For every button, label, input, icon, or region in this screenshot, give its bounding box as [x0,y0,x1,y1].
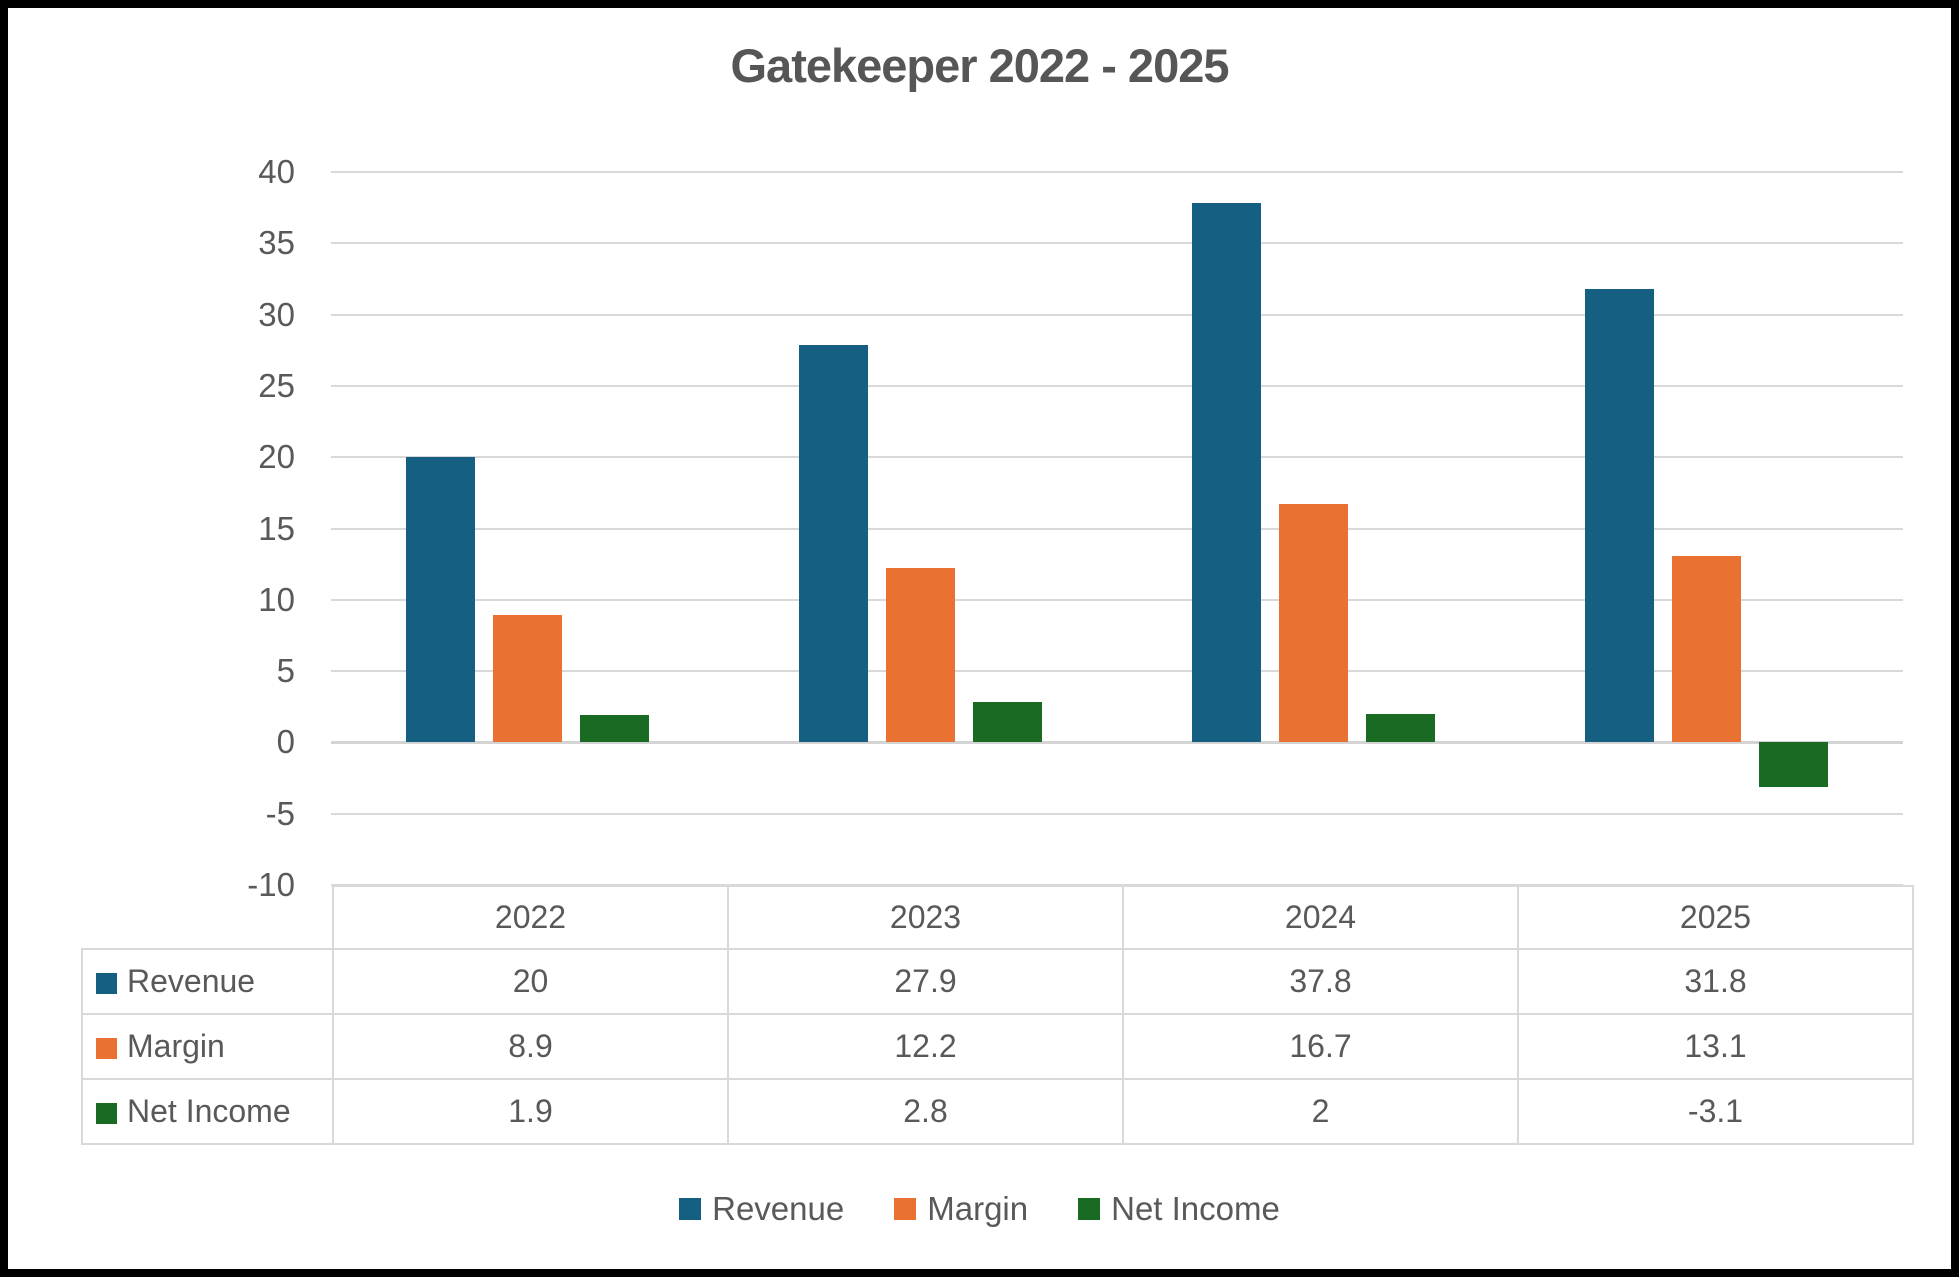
legend-label: Revenue [712,1190,845,1227]
table-header-year: 2022 [332,885,729,950]
y-tick-label: 30 [258,295,295,333]
series-color-chip [96,973,117,994]
gridline [331,456,1903,459]
y-tick-label: 0 [276,723,295,761]
table-value-cell: 37.8 [1122,948,1519,1015]
table-value-cell: 27.9 [727,948,1124,1015]
legend-label: Margin [927,1190,1029,1227]
table-value-cell: 13.1 [1517,1013,1914,1080]
table-header-year: 2024 [1122,885,1519,950]
y-axis: 40 35 30 25 20 15 10 5 0 -5 -10 [8,155,295,902]
table-series-label: Revenue [127,963,256,999]
table-row: Net Income 1.9 2.8 2 -3.1 [81,1078,1914,1145]
table-header-row: 2022 2023 2024 2025 [82,885,1914,950]
gridline [331,384,1903,387]
gridline [331,527,1903,530]
y-tick-label: 10 [258,580,295,618]
y-tick-label: 35 [258,224,295,262]
table-value-cell: 2.8 [727,1078,1124,1145]
gridline [331,313,1903,316]
table-value-cell: 16.7 [1122,1013,1519,1080]
bar-margin-2023 [885,568,955,743]
legend-item-margin: Margin [894,1190,1028,1228]
table-series-label: Net Income [127,1093,291,1129]
bar-net-income-2024 [1366,713,1435,743]
bar-revenue-2023 [798,344,868,743]
table-header-year: 2025 [1517,885,1914,950]
legend-item-revenue: Revenue [679,1190,844,1228]
legend: Revenue Margin Net Income [8,1190,1951,1228]
y-tick-label: 5 [276,652,295,690]
data-table: 2022 2023 2024 2025 Revenue 20 27.9 37.8 31.8 Mar… [81,885,1914,1145]
bar-revenue-2024 [1191,203,1261,743]
table-value-cell: 1.9 [332,1078,729,1145]
gridline [331,242,1903,245]
legend-label: Net Income [1111,1190,1280,1227]
table-series-label-cell: Revenue [81,948,334,1015]
legend-item-net-income: Net Income [1078,1190,1280,1228]
table-row: Revenue 20 27.9 37.8 31.8 [81,948,1914,1015]
bar-margin-2022 [492,615,562,743]
bar-net-income-2023 [973,702,1042,743]
bar-margin-2025 [1671,555,1741,743]
y-tick-label: -5 [265,794,295,832]
legend-color-chip [1078,1198,1101,1220]
series-color-chip [96,1103,117,1124]
table-value-cell: 31.8 [1517,948,1914,1015]
table-value-cell: -3.1 [1517,1078,1914,1145]
table-series-label-cell: Net Income [81,1078,334,1145]
table-corner-cell [82,886,334,950]
y-tick-label: 20 [258,438,295,476]
chart-title: Gatekeeper 2022 - 2025 [730,39,1230,92]
gridline [331,812,1903,815]
gridline [331,884,1903,886]
bar-revenue-2025 [1584,288,1654,743]
table-row: Margin 8.9 12.2 16.7 13.1 [81,1013,1914,1080]
table-value-cell: 12.2 [727,1013,1124,1080]
y-tick-label: 15 [258,509,295,547]
table-header-year: 2023 [727,885,1124,950]
series-color-chip [96,1038,117,1059]
y-tick-label: 25 [258,366,295,404]
bar-margin-2024 [1278,504,1348,743]
table-series-label-cell: Margin [81,1013,334,1080]
gridline [331,598,1903,601]
bar-net-income-2022 [580,715,649,743]
gridline [331,670,1903,673]
table-value-cell: 2 [1122,1078,1519,1145]
table-value-cell: 20 [332,948,729,1015]
gridline [331,171,1903,173]
table-value-cell: 8.9 [332,1013,729,1080]
bar-net-income-2025 [1759,742,1828,787]
bar-revenue-2022 [405,457,475,743]
legend-color-chip [679,1198,702,1220]
table-series-label: Margin [127,1028,225,1064]
plot-area [331,171,1903,886]
legend-color-chip [894,1198,917,1220]
y-tick-label: 40 [258,153,295,190]
gridline-zero [331,741,1903,745]
data-table-body: 2022 2023 2024 2025 Revenue 20 27.9 37.8 31.8 Mar… [81,885,1914,1145]
